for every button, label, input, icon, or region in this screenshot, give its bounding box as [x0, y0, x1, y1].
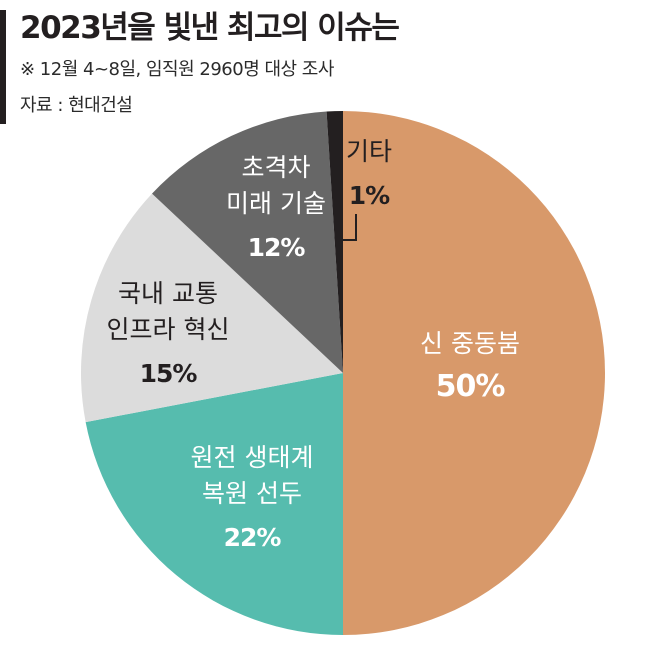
slice-name-2: 원전 생태계 — [191, 443, 314, 472]
slice-value-2: 22% — [224, 523, 282, 552]
pie-slice-2 — [85, 373, 343, 635]
slice-name-2: 복원 선두 — [202, 479, 302, 508]
pie-slice-3 — [81, 193, 343, 423]
data-source: 자료 : 현대건설 — [20, 95, 133, 116]
slice-value-3: 15% — [140, 359, 198, 388]
slice-name-4: 미래 기술 — [226, 189, 326, 218]
leader-line — [338, 214, 357, 241]
chart-title: 2023년을 빛낸 최고의 이슈는 — [20, 10, 400, 46]
slice-value-1: 50% — [436, 369, 506, 404]
title-accent-bar — [0, 10, 6, 124]
slice-name-3: 인프라 혁신 — [107, 315, 230, 344]
slice-name-3: 국내 교통 — [118, 279, 218, 308]
pie-slice-1 — [343, 111, 605, 635]
slice-name-5: 기타 — [346, 137, 392, 166]
survey-note: ※ 12월 4~8일, 임직원 2960명 대상 조사 — [20, 59, 334, 80]
slice-name-4: 초격차 — [241, 153, 310, 182]
slice-name-1: 신 중동붐 — [420, 329, 520, 358]
slice-value-4: 12% — [248, 233, 306, 262]
pie-slice-5 — [326, 111, 343, 373]
pie-slice-4 — [152, 111, 343, 374]
slice-value-5: 1% — [349, 181, 390, 210]
